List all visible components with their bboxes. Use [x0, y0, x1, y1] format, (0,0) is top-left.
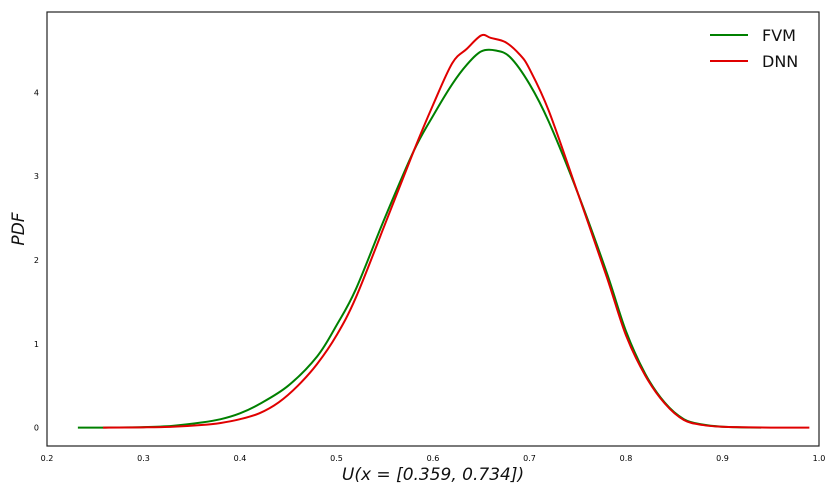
legend-label-dnn: DNN — [762, 52, 798, 71]
x-tick-label: 0.4 — [234, 454, 247, 463]
x-tick-label: 0.9 — [716, 454, 729, 463]
x-tick-label: 0.2 — [41, 454, 54, 463]
y-tick-label: 1 — [34, 340, 39, 349]
x-tick-label: 0.7 — [523, 454, 536, 463]
series-line-fvm — [77, 48, 762, 429]
x-tick-label: 0.3 — [137, 454, 150, 463]
x-tick-label: 1.0 — [813, 454, 826, 463]
series-lines — [77, 33, 810, 429]
legend-label-fvm: FVM — [762, 26, 796, 45]
series-line-dnn — [102, 33, 810, 429]
y-axis-label: PDF — [9, 212, 29, 245]
tick-group: 0.2 0.3 0.4 0.5 0.6 0.7 0.8 0.9 1.0 0 1 2 3 4 — [34, 88, 825, 463]
x-axis-label: U(x = [0.359, 0.734]) — [342, 465, 524, 485]
y-tick-label: 2 — [34, 256, 39, 265]
legend: FVM DNN — [710, 26, 798, 71]
y-tick-label: 4 — [34, 88, 39, 97]
y-tick-label: 0 — [34, 424, 39, 433]
plot-area-frame — [46, 11, 820, 447]
y-tick-label: 3 — [34, 172, 39, 181]
x-tick-label: 0.8 — [620, 454, 633, 463]
x-tick-label: 0.6 — [427, 454, 440, 463]
x-tick-label: 0.5 — [330, 454, 343, 463]
